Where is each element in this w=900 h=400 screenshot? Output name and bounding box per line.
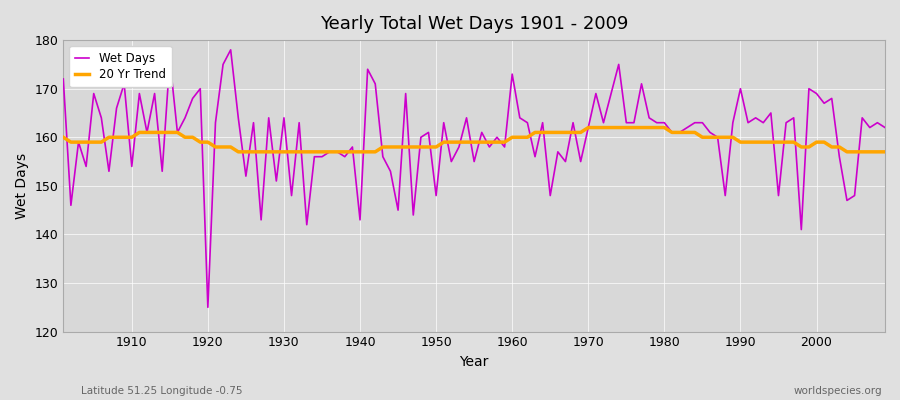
20 Yr Trend — [583, 125, 594, 130]
Wet Days — [119, 82, 130, 86]
Wet Days — [58, 76, 68, 81]
Line: Wet Days: Wet Days — [63, 50, 885, 307]
Wet Days — [225, 48, 236, 52]
Line: 20 Yr Trend: 20 Yr Trend — [63, 128, 885, 152]
Text: Latitude 51.25 Longitude -0.75: Latitude 51.25 Longitude -0.75 — [81, 386, 242, 396]
Wet Days — [302, 222, 312, 227]
20 Yr Trend — [339, 150, 350, 154]
Wet Days — [347, 144, 358, 149]
20 Yr Trend — [613, 125, 624, 130]
20 Yr Trend — [507, 135, 517, 140]
Title: Yearly Total Wet Days 1901 - 2009: Yearly Total Wet Days 1901 - 2009 — [320, 15, 628, 33]
20 Yr Trend — [119, 135, 130, 140]
Legend: Wet Days, 20 Yr Trend: Wet Days, 20 Yr Trend — [69, 46, 172, 87]
20 Yr Trend — [293, 150, 304, 154]
Wet Days — [879, 125, 890, 130]
20 Yr Trend — [58, 135, 68, 140]
20 Yr Trend — [879, 150, 890, 154]
Wet Days — [515, 116, 526, 120]
Wet Days — [202, 305, 213, 310]
Wet Days — [522, 120, 533, 125]
Y-axis label: Wet Days: Wet Days — [15, 153, 29, 219]
X-axis label: Year: Year — [460, 355, 489, 369]
Text: worldspecies.org: worldspecies.org — [794, 386, 882, 396]
20 Yr Trend — [515, 135, 526, 140]
20 Yr Trend — [233, 150, 244, 154]
Wet Days — [613, 62, 624, 67]
